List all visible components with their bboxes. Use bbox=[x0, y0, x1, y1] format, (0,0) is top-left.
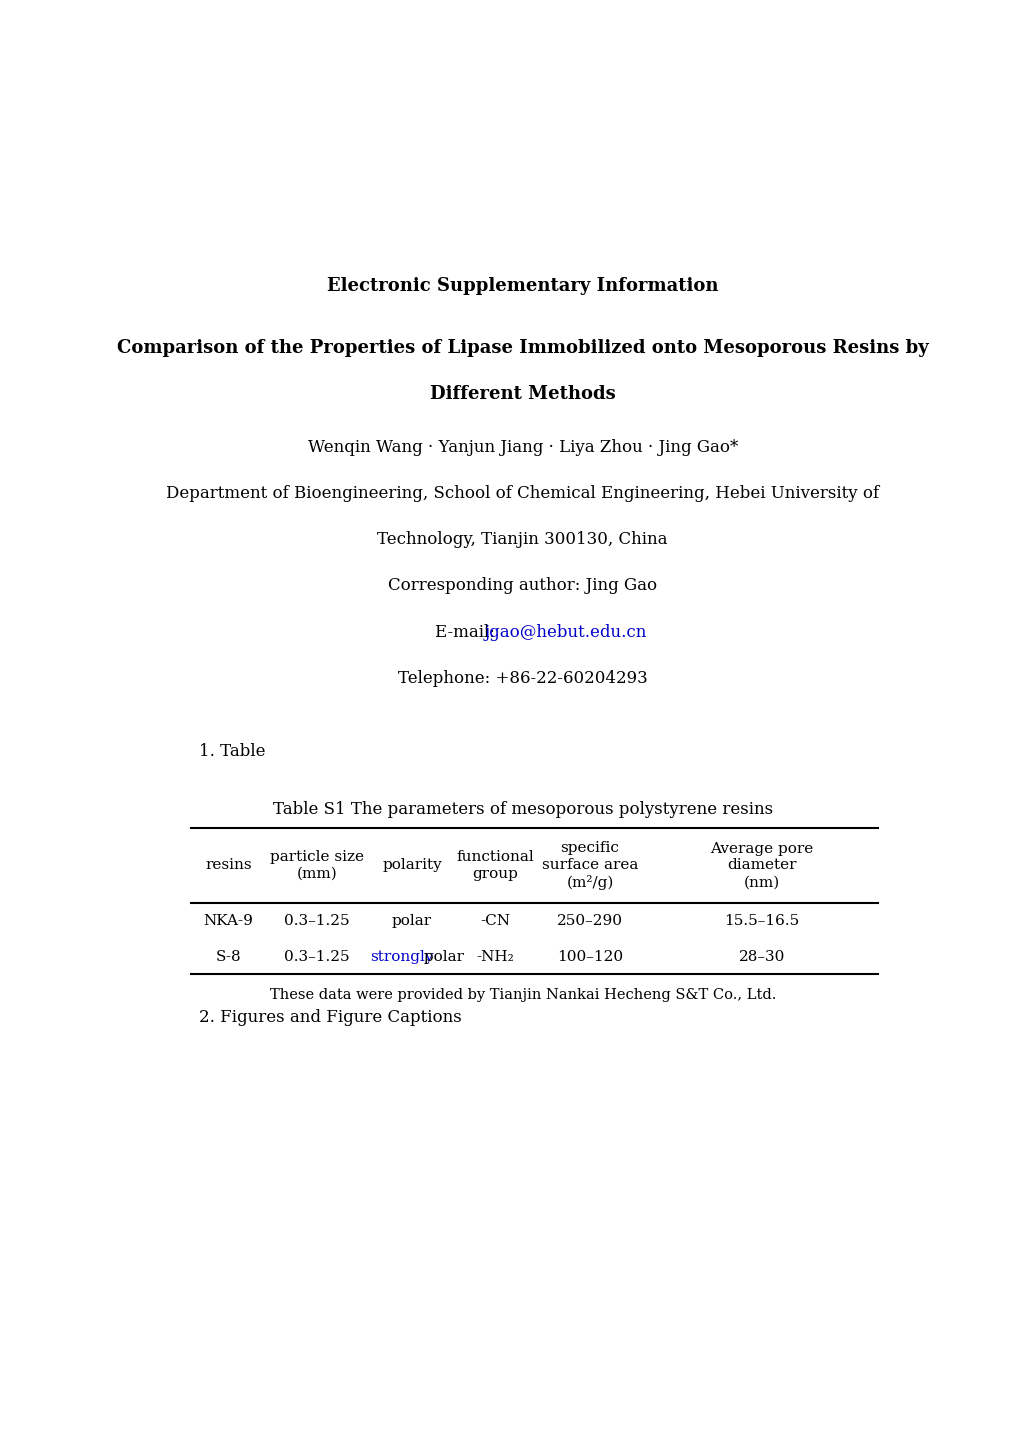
Text: Technology, Tianjin 300130, China: Technology, Tianjin 300130, China bbox=[377, 531, 667, 548]
Text: strongly: strongly bbox=[370, 949, 433, 964]
Text: 2. Figures and Figure Captions: 2. Figures and Figure Captions bbox=[199, 1009, 461, 1026]
Text: resins: resins bbox=[205, 859, 252, 873]
Text: Electronic Supplementary Information: Electronic Supplementary Information bbox=[327, 277, 717, 296]
Text: These data were provided by Tianjin Nankai Hecheng S&T Co., Ltd.: These data were provided by Tianjin Nank… bbox=[269, 987, 775, 1001]
Text: Department of Bioengineering, School of Chemical Engineering, Hebei University o: Department of Bioengineering, School of … bbox=[166, 485, 878, 502]
Text: 1. Table: 1. Table bbox=[199, 743, 265, 760]
Text: polar: polar bbox=[419, 949, 464, 964]
Text: jgao@hebut.edu.cn: jgao@hebut.edu.cn bbox=[485, 623, 647, 641]
Text: E-mail:: E-mail: bbox=[434, 623, 499, 641]
Text: 0.3–1.25: 0.3–1.25 bbox=[284, 913, 350, 928]
Text: Telephone: +86-22-60204293: Telephone: +86-22-60204293 bbox=[397, 670, 647, 687]
Text: Wenqin Wang · Yanjun Jiang · Liya Zhou · Jing Gao*: Wenqin Wang · Yanjun Jiang · Liya Zhou ·… bbox=[308, 439, 737, 456]
Text: S-8: S-8 bbox=[215, 949, 240, 964]
Text: Corresponding author: Jing Gao: Corresponding author: Jing Gao bbox=[388, 577, 656, 595]
Text: Table S1 The parameters of mesoporous polystyrene resins: Table S1 The parameters of mesoporous po… bbox=[272, 801, 772, 818]
Text: Different Methods: Different Methods bbox=[429, 385, 615, 403]
Text: 15.5–16.5: 15.5–16.5 bbox=[723, 913, 799, 928]
Text: -NH₂: -NH₂ bbox=[476, 949, 514, 964]
Text: Comparison of the Properties of Lipase Immobilized onto Mesoporous Resins by: Comparison of the Properties of Lipase I… bbox=[117, 339, 927, 356]
Text: -CN: -CN bbox=[480, 913, 510, 928]
Text: NKA-9: NKA-9 bbox=[203, 913, 253, 928]
Text: Average pore
diameter
(nm): Average pore diameter (nm) bbox=[709, 841, 813, 889]
Text: 250–290: 250–290 bbox=[556, 913, 623, 928]
Text: functional
group: functional group bbox=[455, 850, 533, 880]
Text: polarity: polarity bbox=[382, 859, 441, 873]
Text: particle size
(mm): particle size (mm) bbox=[270, 850, 364, 880]
Text: 100–120: 100–120 bbox=[556, 949, 623, 964]
Text: 0.3–1.25: 0.3–1.25 bbox=[284, 949, 350, 964]
Text: polar: polar bbox=[391, 913, 432, 928]
Text: specific
surface area
(m²/g): specific surface area (m²/g) bbox=[541, 841, 638, 890]
Text: 28–30: 28–30 bbox=[738, 949, 785, 964]
